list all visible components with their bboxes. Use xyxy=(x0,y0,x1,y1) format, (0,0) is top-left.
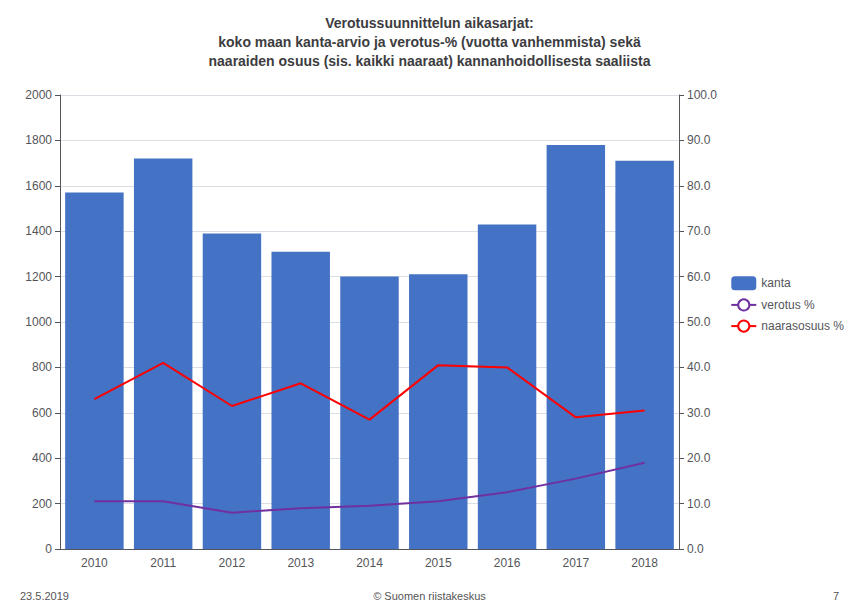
svg-text:naarasosuus %: naarasosuus % xyxy=(761,319,844,333)
svg-text:7: 7 xyxy=(833,590,839,602)
svg-text:2013: 2013 xyxy=(287,556,314,570)
svg-text:600: 600 xyxy=(32,406,52,420)
svg-text:2010: 2010 xyxy=(81,556,108,570)
svg-text:40.0: 40.0 xyxy=(687,360,711,374)
svg-text:2017: 2017 xyxy=(562,556,589,570)
svg-text:2000: 2000 xyxy=(25,88,52,102)
svg-text:23.5.2019: 23.5.2019 xyxy=(20,590,69,602)
svg-text:1000: 1000 xyxy=(25,315,52,329)
svg-text:koko maan kanta-arvio ja verot: koko maan kanta-arvio ja verotus-% (vuot… xyxy=(218,34,641,50)
svg-text:0.0: 0.0 xyxy=(687,542,704,556)
svg-text:1800: 1800 xyxy=(25,133,52,147)
svg-text:50.0: 50.0 xyxy=(687,315,711,329)
svg-text:2015: 2015 xyxy=(425,556,452,570)
svg-text:10.0: 10.0 xyxy=(687,497,711,511)
svg-text:60.0: 60.0 xyxy=(687,270,711,284)
svg-text:kanta: kanta xyxy=(761,276,791,290)
svg-text:100.0: 100.0 xyxy=(687,88,717,102)
svg-text:80.0: 80.0 xyxy=(687,179,711,193)
svg-text:1400: 1400 xyxy=(25,224,52,238)
svg-text:90.0: 90.0 xyxy=(687,133,711,147)
svg-text:1200: 1200 xyxy=(25,270,52,284)
svg-text:2011: 2011 xyxy=(150,556,176,570)
svg-text:200: 200 xyxy=(32,497,52,511)
svg-text:Verotussuunnittelun aikasarjat: Verotussuunnittelun aikasarjat: xyxy=(325,15,534,31)
svg-text:2014: 2014 xyxy=(356,556,383,570)
svg-text:naaraiden osuus (sis. kaikki n: naaraiden osuus (sis. kaikki naaraat) ka… xyxy=(209,53,651,69)
svg-text:1600: 1600 xyxy=(25,179,52,193)
svg-text:© Suomen riistakeskus: © Suomen riistakeskus xyxy=(373,590,486,602)
svg-text:20.0: 20.0 xyxy=(687,451,711,465)
svg-text:2012: 2012 xyxy=(219,556,246,570)
svg-text:2016: 2016 xyxy=(494,556,521,570)
svg-text:2018: 2018 xyxy=(631,556,658,570)
svg-text:800: 800 xyxy=(32,360,52,374)
svg-text:verotus %: verotus % xyxy=(761,298,815,312)
svg-text:70.0: 70.0 xyxy=(687,224,711,238)
svg-text:400: 400 xyxy=(32,451,52,465)
svg-text:0: 0 xyxy=(45,542,52,556)
svg-text:30.0: 30.0 xyxy=(687,406,711,420)
